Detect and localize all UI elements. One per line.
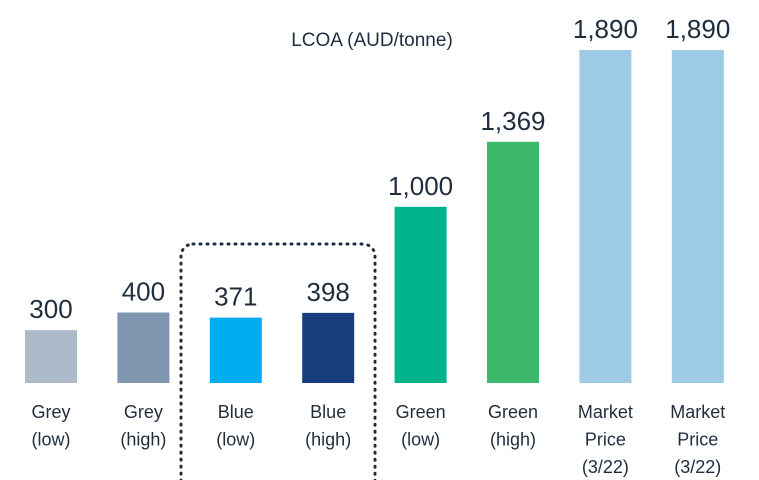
x-tick-label: Green xyxy=(396,402,446,422)
bar xyxy=(25,330,77,383)
x-tick-label: (3/22) xyxy=(674,457,721,477)
value-label: 371 xyxy=(214,282,257,312)
x-tick-label: Blue xyxy=(218,402,254,422)
bar xyxy=(209,317,262,383)
chart-title: LCOA (AUD/tonne) xyxy=(291,30,453,51)
value-label: 1,890 xyxy=(573,14,638,44)
x-tick-label: Green xyxy=(488,402,538,422)
x-tick-label: (high) xyxy=(490,430,536,450)
bar xyxy=(394,206,447,383)
x-tick-label: Market xyxy=(578,402,633,422)
x-tick-label: Price xyxy=(585,430,626,450)
bar xyxy=(487,141,539,383)
x-tick-label: Market xyxy=(670,402,725,422)
x-tick-label: (high) xyxy=(305,430,351,450)
value-label: 1,890 xyxy=(665,14,730,44)
x-tick-label: Grey xyxy=(31,402,70,422)
x-tick-label: (low) xyxy=(216,430,255,450)
bar xyxy=(671,50,724,383)
x-tick-label: (low) xyxy=(32,430,71,450)
value-label: 1,369 xyxy=(480,106,545,136)
value-label: 300 xyxy=(29,294,72,324)
bar xyxy=(579,50,632,383)
highlight-box xyxy=(179,242,377,480)
bar xyxy=(117,312,170,383)
x-tick-label: (3/22) xyxy=(582,457,629,477)
x-tick-label: Price xyxy=(677,430,718,450)
x-tick-label: Grey xyxy=(124,402,163,422)
value-label: 398 xyxy=(307,277,350,307)
x-tick-label: (low) xyxy=(401,430,440,450)
bar xyxy=(302,312,355,383)
value-label: 1,000 xyxy=(388,171,453,201)
value-label: 400 xyxy=(122,277,165,307)
x-tick-label: (high) xyxy=(120,430,166,450)
x-tick-label: Blue xyxy=(310,402,346,422)
